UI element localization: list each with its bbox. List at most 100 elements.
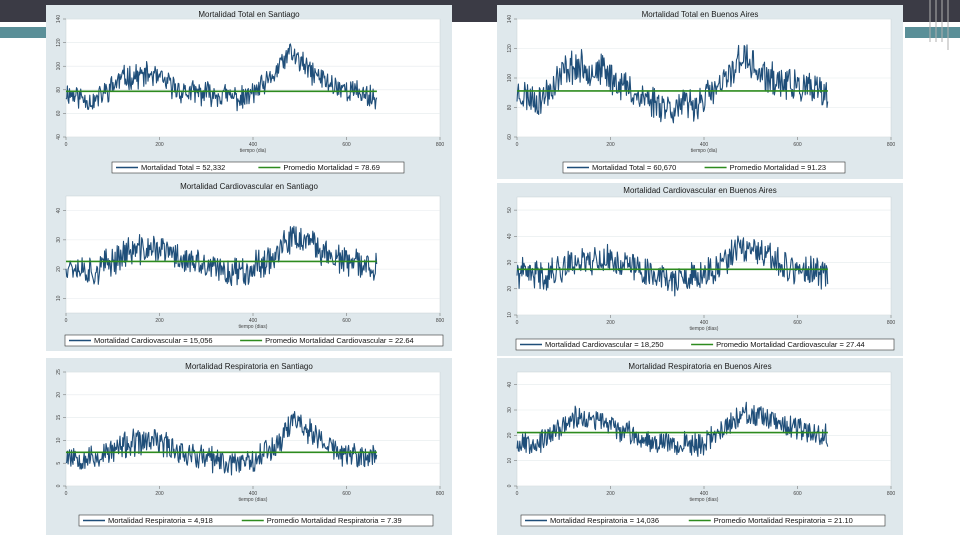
y-tick-label: 60 (507, 134, 513, 140)
x-tick-label: 200 (155, 491, 164, 497)
x-tick-label: 600 (342, 491, 351, 497)
y-tick-label: 20 (56, 392, 62, 398)
y-tick-label: 30 (507, 260, 513, 266)
legend-label-series: Mortalidad Respiratoria = 4,918 (108, 516, 213, 525)
y-tick-label: 15 (56, 415, 62, 421)
x-tick-label: 0 (516, 320, 519, 326)
x-tick-label: 600 (793, 491, 802, 497)
series-line (65, 411, 378, 476)
x-tick-label: 400 (700, 142, 709, 148)
corner-decoration (929, 0, 949, 50)
x-tick-label: 600 (793, 320, 802, 326)
legend-label-series: Mortalidad Cardiovascular = 15,056 (94, 336, 213, 345)
series-line (516, 44, 829, 124)
chart-title: Mortalidad Cardiovascular en Santiago (180, 182, 318, 191)
series-line (65, 43, 378, 112)
x-tick-label: 0 (65, 142, 68, 148)
y-tick-label: 40 (56, 134, 62, 140)
chart-svg: Mortalidad Respiratoria en Buenos Aires 0… (507, 362, 895, 527)
accent-bar-right (905, 27, 960, 38)
x-tick-label: 200 (606, 320, 615, 326)
chart-svg: Mortalidad Total en Santiago 40 60 80 100 120… (56, 10, 444, 174)
x-axis-label: tiempo (dias) (239, 324, 268, 330)
y-tick-label: 120 (56, 38, 62, 47)
y-tick-label: 100 (56, 62, 62, 71)
y-tick-label: 20 (507, 432, 513, 438)
x-tick-label: 600 (342, 318, 351, 324)
chart-title: Mortalidad Total en Santiago (198, 10, 300, 19)
y-tick-label: 120 (507, 44, 513, 53)
accent-bar-left (0, 27, 46, 38)
chart-panel-1: Mortalidad Total en Buenos Aires 60 80 100 1… (497, 5, 903, 179)
x-axis-label: tiempo (dia) (691, 148, 718, 154)
x-tick-label: 200 (606, 142, 615, 148)
legend-label-mean: Promedio Mortalidad = 78.69 (283, 163, 380, 172)
legend-label-mean: Promedio Mortalidad Respiratoria = 7.39 (267, 516, 402, 525)
plot-area (516, 196, 892, 316)
x-tick-label: 800 (436, 318, 445, 324)
y-tick-label: 140 (56, 15, 62, 24)
chart-panel-4: Mortalidad Respiratoria en Santiago 0 5 10 1… (46, 358, 452, 535)
y-tick-label: 5 (56, 462, 62, 465)
legend-label-series: Mortalidad Total = 52,332 (141, 163, 225, 172)
chart-title: Mortalidad Respiratoria en Santiago (185, 362, 313, 371)
y-tick-label: 20 (56, 266, 62, 272)
chart-panel-5: Mortalidad Respiratoria en Buenos Aires 0… (497, 358, 903, 535)
chart-panel-3: Mortalidad Cardiovascular en Buenos Aire… (497, 183, 903, 356)
legend-label-mean: Promedio Mortalidad = 91.23 (730, 163, 827, 172)
y-tick-label: 30 (56, 237, 62, 243)
x-tick-label: 0 (65, 491, 68, 497)
x-tick-label: 0 (65, 318, 68, 324)
y-tick-label: 100 (507, 74, 513, 83)
x-tick-label: 600 (793, 142, 802, 148)
plot-area (516, 371, 892, 487)
legend-label-mean: Promedio Mortalidad Respiratoria = 21.10 (714, 516, 853, 525)
chart-svg: Mortalidad Respiratoria en Santiago 0 5 10 1… (56, 362, 445, 527)
legend-label-mean: Promedio Mortalidad Cardiovascular = 27.… (716, 340, 865, 349)
chart-title: Mortalidad Cardiovascular en Buenos Aire… (623, 186, 776, 195)
x-axis-label: tiempo (dias) (239, 497, 268, 503)
x-axis-label: tiempo (dia) (240, 148, 267, 154)
x-tick-label: 800 (887, 142, 896, 148)
chart-svg: Mortalidad Cardiovascular en Buenos Aire… (507, 186, 896, 351)
y-tick-label: 80 (56, 87, 62, 93)
legend-label-series: Mortalidad Cardiovascular = 18,250 (545, 340, 664, 349)
x-tick-label: 400 (249, 318, 258, 324)
y-tick-label: 30 (507, 407, 513, 413)
chart-svg: Mortalidad Cardiovascular en Santiago 10 2… (56, 182, 445, 347)
x-axis-label: tiempo (dias) (690, 326, 719, 332)
x-tick-label: 400 (700, 320, 709, 326)
x-tick-label: 800 (436, 491, 445, 497)
y-tick-label: 40 (507, 382, 513, 388)
y-tick-label: 80 (507, 105, 513, 111)
y-tick-label: 10 (507, 458, 513, 464)
y-tick-label: 10 (56, 437, 62, 443)
y-tick-label: 10 (56, 295, 62, 301)
chart-panel-0: Mortalidad Total en Santiago 40 60 80 100 120… (46, 5, 452, 179)
x-tick-label: 200 (155, 318, 164, 324)
legend-box (111, 161, 405, 174)
plot-area (65, 18, 441, 138)
x-tick-label: 600 (342, 142, 351, 148)
series-line (516, 235, 829, 297)
x-tick-label: 800 (887, 320, 896, 326)
chart-panel-2: Mortalidad Cardiovascular en Santiago 10 2… (46, 179, 452, 351)
y-tick-label: 40 (507, 233, 513, 239)
legend-box (562, 161, 846, 174)
y-tick-label: 0 (507, 484, 513, 487)
y-tick-label: 10 (507, 312, 513, 318)
legend-label-series: Mortalidad Respiratoria = 14,036 (550, 516, 659, 525)
chart-title: Mortalidad Respiratoria en Buenos Aires (628, 362, 771, 371)
x-tick-label: 400 (249, 491, 258, 497)
chart-title: Mortalidad Total en Buenos Aires (642, 10, 759, 19)
legend-label-series: Mortalidad Total = 60,670 (592, 163, 676, 172)
x-tick-label: 200 (606, 491, 615, 497)
x-tick-label: 0 (516, 142, 519, 148)
x-tick-label: 400 (249, 142, 258, 148)
y-tick-label: 60 (56, 110, 62, 116)
y-tick-label: 0 (56, 484, 62, 487)
chart-svg: Mortalidad Total en Buenos Aires 60 80 100 1… (507, 10, 896, 174)
y-tick-label: 20 (507, 286, 513, 292)
legend-label-mean: Promedio Mortalidad Cardiovascular = 22.… (265, 336, 414, 345)
x-tick-label: 400 (700, 491, 709, 497)
